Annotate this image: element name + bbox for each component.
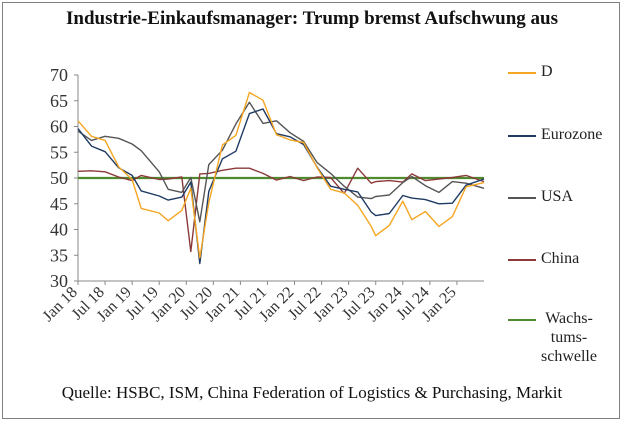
legend-swatch-eurozone [508, 135, 536, 137]
series-line-china [77, 167, 485, 253]
series-line-eurozone [77, 108, 485, 265]
legend-label-wachstumsschwelle: Wachs-tums-schwelle [528, 309, 610, 366]
legend-label-line: schwelle [541, 348, 597, 365]
y-tick-label: 65 [50, 91, 68, 111]
series-line-usa [77, 101, 485, 223]
series-line-d [77, 91, 485, 259]
y-tick-label: 70 [50, 65, 68, 85]
legend-swatch-usa [508, 197, 536, 199]
y-tick-label: 60 [50, 117, 68, 137]
y-tick-label: 35 [50, 245, 68, 265]
y-tick-label: 50 [50, 168, 68, 188]
chart-frame [2, 2, 620, 419]
legend-label-d: D [541, 63, 553, 80]
legend-swatch-d [508, 72, 536, 74]
legend-label-china: China [541, 250, 580, 267]
legend-label-eurozone: Eurozone [541, 126, 603, 143]
y-tick-label: 45 [50, 194, 68, 214]
legend-swatch-wachstumsschwelle [508, 319, 536, 321]
y-tick-label: 55 [50, 142, 68, 162]
legend-label-line: tums- [550, 329, 588, 346]
chart-source: Quelle: HSBC, ISM, China Federation of L… [61, 383, 563, 402]
chart-title: Industrie-Einkaufsmanager: Trump bremst … [66, 8, 558, 29]
y-tick-label: 40 [50, 220, 68, 240]
legend-swatch-china [508, 259, 536, 261]
y-tick-label: 30 [50, 271, 68, 291]
legend-label-line: Wachs- [545, 310, 593, 327]
legend-label-usa: USA [541, 188, 574, 205]
